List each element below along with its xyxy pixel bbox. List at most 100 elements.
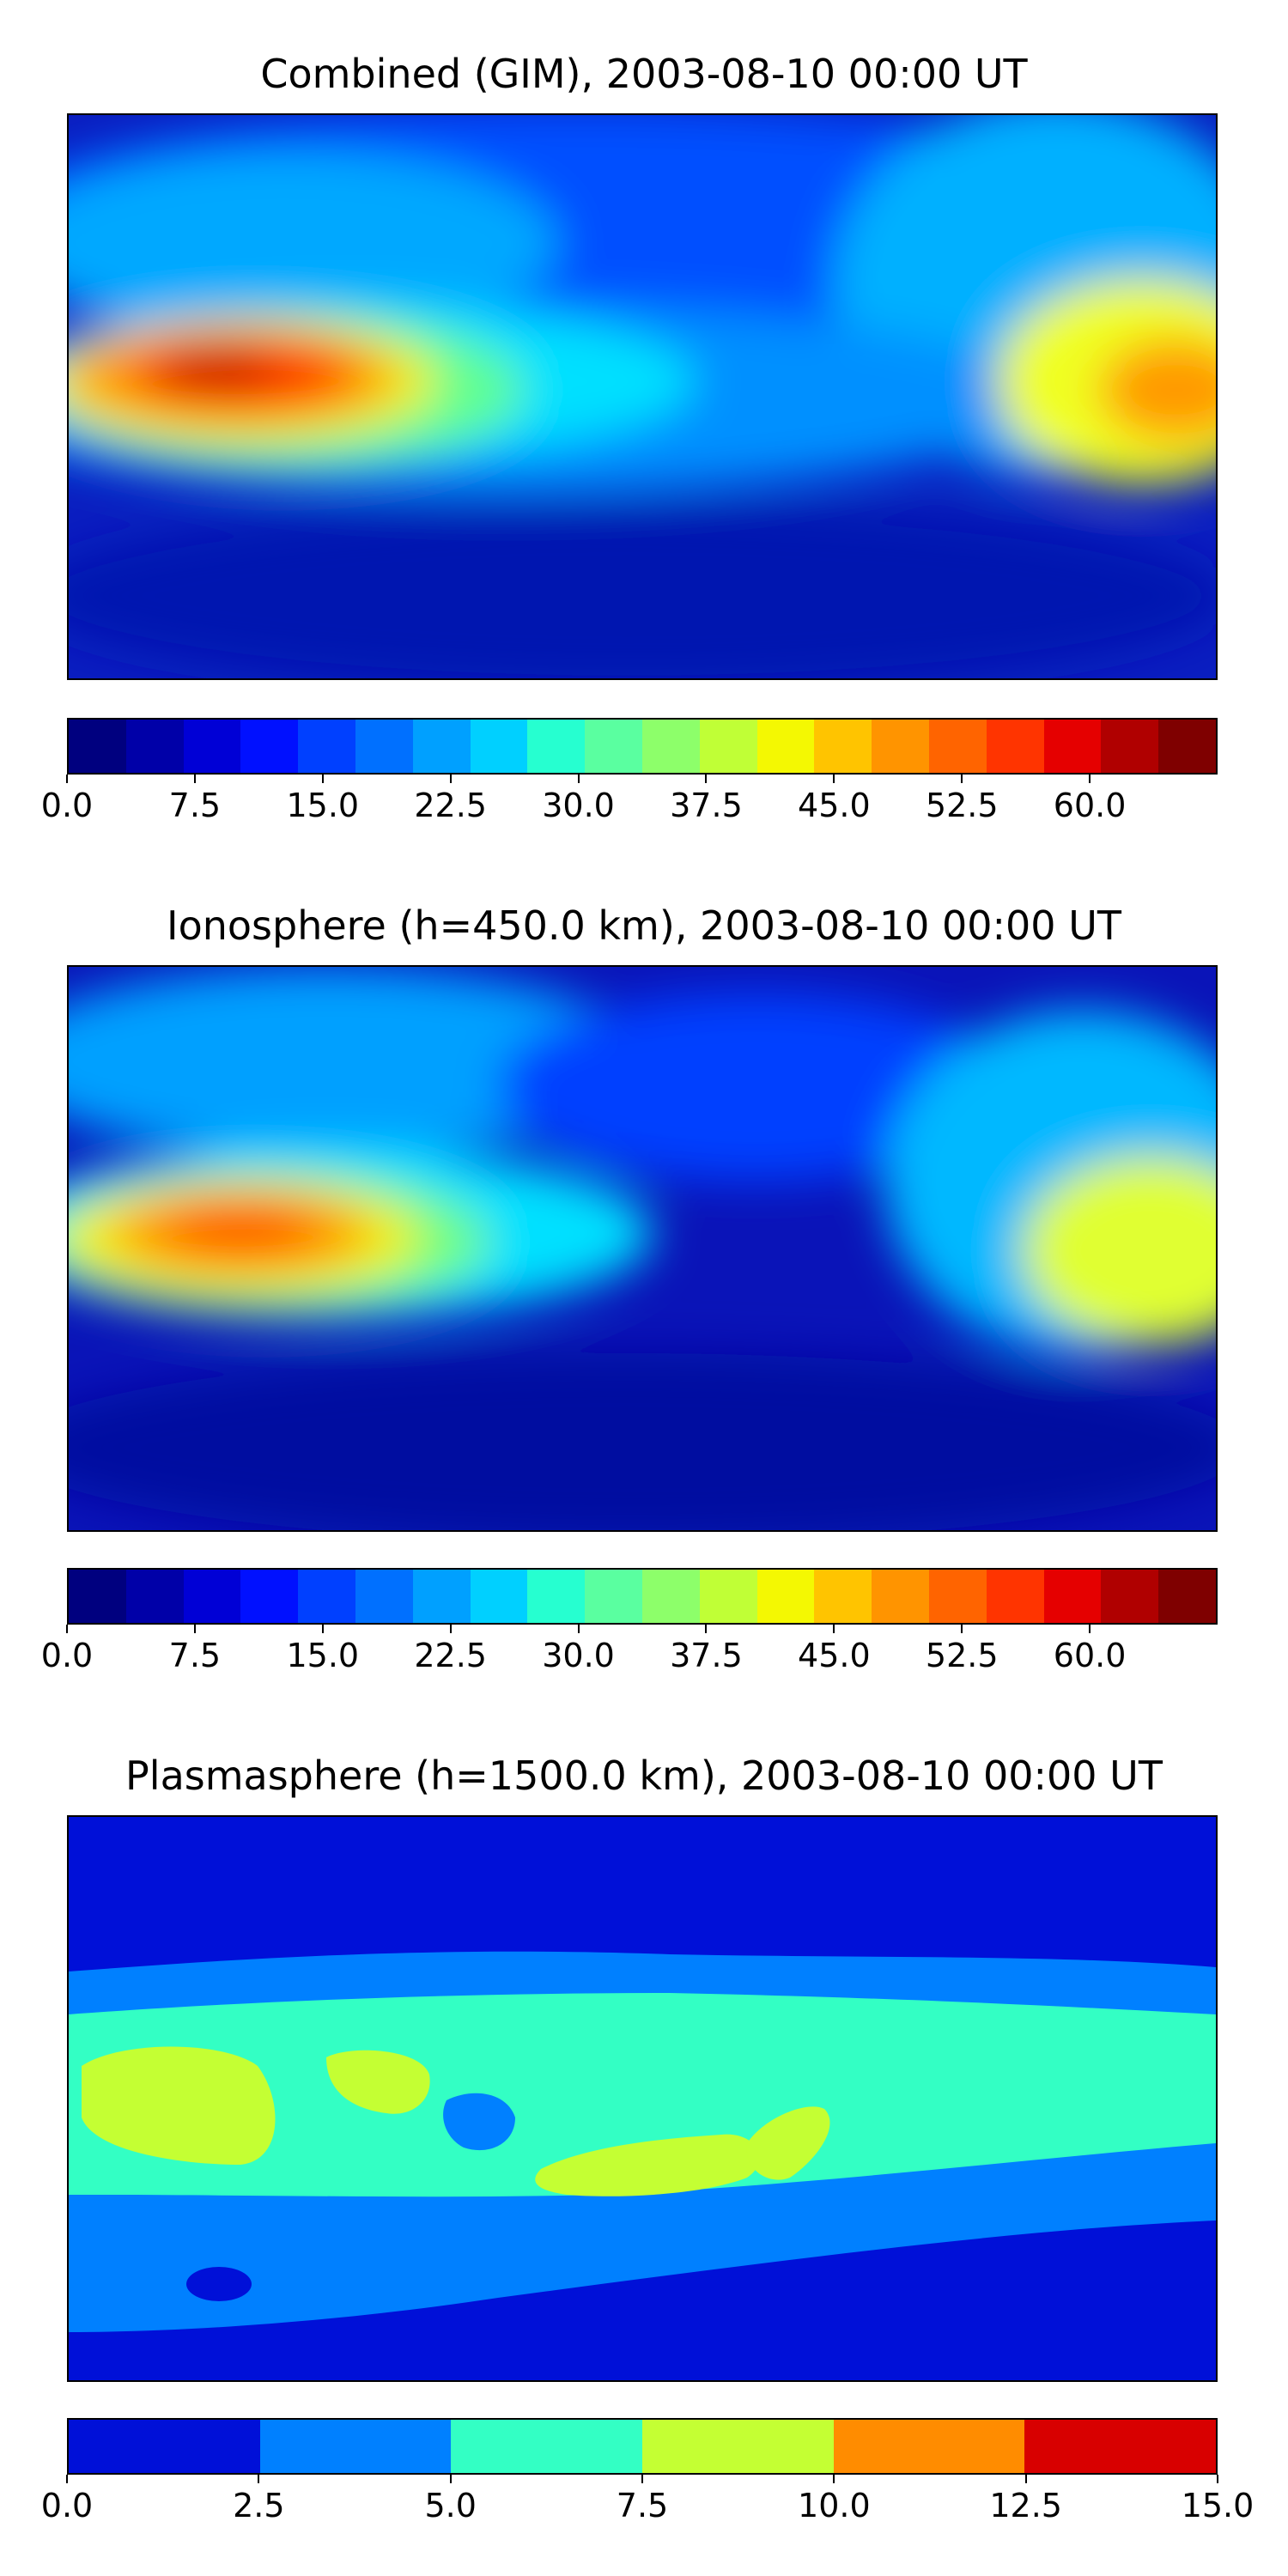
colorbar-segment (451, 2420, 643, 2473)
colorbar-segment (125, 1570, 184, 1623)
colorbar-tick-label: 2.5 (233, 2487, 285, 2524)
colorbar-2 (67, 1568, 1218, 1625)
colorbar-segment (355, 720, 413, 773)
colorbar-tick (705, 1625, 708, 1633)
colorbar-tick (961, 1625, 963, 1633)
colorbar-segment (1158, 720, 1216, 773)
colorbar-segment (470, 1570, 528, 1623)
colorbar-segment (986, 1570, 1044, 1623)
colorbar-tick-label: 60.0 (1053, 787, 1127, 824)
colorbar-segment (641, 1570, 700, 1623)
colorbar-segment (1043, 720, 1102, 773)
colorbar-segment (833, 2420, 1025, 2473)
colorbar-segment (69, 2420, 260, 2473)
ionosphere-map-field (69, 967, 1216, 1530)
colorbar-segment (69, 720, 126, 773)
colorbar-segment (928, 1570, 987, 1623)
panel-2-title: Ionosphere (h=450.0 km), 2003-08-10 00:0… (167, 902, 1121, 949)
colorbar-segment (183, 1570, 241, 1623)
colorbar-tick-label: 0.0 (40, 787, 94, 824)
colorbar-segment (756, 720, 815, 773)
colorbar-segment (298, 720, 355, 773)
colorbar-tick-label: 7.5 (168, 1637, 222, 1674)
panel-1-title: Combined (GIM), 2003-08-10 00:00 UT (260, 51, 1028, 97)
colorbar-tick (193, 775, 196, 783)
colorbar-tick (449, 775, 452, 783)
colorbar-tick (1089, 775, 1091, 783)
colorbar-segment (699, 720, 757, 773)
colorbar-tick-label: 45.0 (798, 1637, 871, 1674)
colorbar-segment (756, 1570, 815, 1623)
colorbar-3-ticks: 0.0 2.5 5.0 7.5 10.0 12.5 15.0 (41, 2475, 1254, 2526)
combined-map-field (69, 115, 1216, 678)
colorbar-segment (641, 720, 700, 773)
colorbar-tick (66, 2475, 68, 2483)
colorbar-tick-label: 5.0 (424, 2487, 477, 2524)
colorbar-segment (642, 2420, 834, 2473)
colorbar-tick-label: 15.0 (286, 1637, 360, 1674)
colorbar-segment (699, 1570, 757, 1623)
colorbar-tick-label: 22.5 (414, 1637, 487, 1674)
panel-3-title: Plasmasphere (h=1500.0 km), 2003-08-10 0… (125, 1753, 1163, 1799)
colorbar-segment (412, 720, 471, 773)
colorbar-segment (259, 2420, 452, 2473)
colorbar-1 (67, 718, 1218, 775)
colorbar-tick-label: 12.5 (989, 2487, 1062, 2524)
colorbar-tick (641, 2475, 643, 2483)
colorbar-tick (321, 775, 324, 783)
colorbar-tick-label: 30.0 (542, 787, 615, 824)
colorbar-3 (67, 2418, 1218, 2475)
colorbar-tick-label: 15.0 (286, 787, 360, 824)
colorbar-segment (183, 720, 241, 773)
colorbar-segment (69, 1570, 126, 1623)
colorbar-tick-label: 10.0 (798, 2487, 871, 2524)
colorbar-tick (321, 1625, 324, 1633)
colorbar-tick-label: 60.0 (1053, 1637, 1127, 1674)
colorbar-tick (66, 1625, 68, 1633)
colorbar-segment (527, 720, 586, 773)
colorbar-tick (577, 775, 580, 783)
colorbar-segment (125, 720, 184, 773)
colorbar-tick-label: 7.5 (168, 787, 222, 824)
colorbar-segment (527, 1570, 586, 1623)
colorbar-segment (585, 1570, 642, 1623)
colorbar-tick-label: 22.5 (414, 787, 487, 824)
colorbar-tick (66, 775, 68, 783)
colorbar-segment (240, 1570, 299, 1623)
colorbar-segment (1101, 1570, 1159, 1623)
colorbar-segment (1101, 720, 1159, 773)
colorbar-segment (470, 720, 528, 773)
colorbar-segment (412, 1570, 471, 1623)
colorbar-1-ticks: 0.0 7.5 15.0 22.5 30.0 37.5 45.0 52.5 60.0 (41, 775, 1218, 826)
colorbar-tick (961, 775, 963, 783)
colorbar-tick (1217, 2475, 1218, 2483)
colorbar-tick (577, 1625, 580, 1633)
colorbar-tick (449, 1625, 452, 1633)
colorbar-tick-label: 52.5 (925, 787, 999, 824)
colorbar-tick-label: 45.0 (798, 787, 871, 824)
colorbar-segment (986, 720, 1044, 773)
colorbar-segment (872, 1570, 929, 1623)
combined-gim-map (67, 113, 1218, 680)
plasmasphere-map-field (69, 1817, 1216, 2380)
colorbar-segment (1043, 1570, 1102, 1623)
colorbar-segment (240, 720, 299, 773)
colorbar-tick-label: 30.0 (542, 1637, 615, 1674)
colorbar-segment (814, 1570, 872, 1623)
colorbar-2-ticks: 0.0 7.5 15.0 22.5 30.0 37.5 45.0 52.5 60.0 (41, 1625, 1218, 1676)
ionosphere-map (67, 965, 1218, 1532)
colorbar-tick-label: 0.0 (40, 2487, 94, 2524)
colorbar-segment (1024, 2420, 1216, 2473)
colorbar-segment (814, 720, 872, 773)
colorbar-tick (833, 1625, 835, 1633)
colorbar-tick (705, 775, 708, 783)
colorbar-segment (355, 1570, 413, 1623)
colorbar-tick (1089, 1625, 1091, 1633)
colorbar-tick-label: 52.5 (925, 1637, 999, 1674)
colorbar-tick (833, 2475, 835, 2483)
colorbar-tick (1024, 2475, 1027, 2483)
colorbar-tick (258, 2475, 260, 2483)
colorbar-tick (833, 775, 835, 783)
plasmasphere-map (67, 1815, 1218, 2382)
colorbar-tick-label: 37.5 (670, 1637, 743, 1674)
